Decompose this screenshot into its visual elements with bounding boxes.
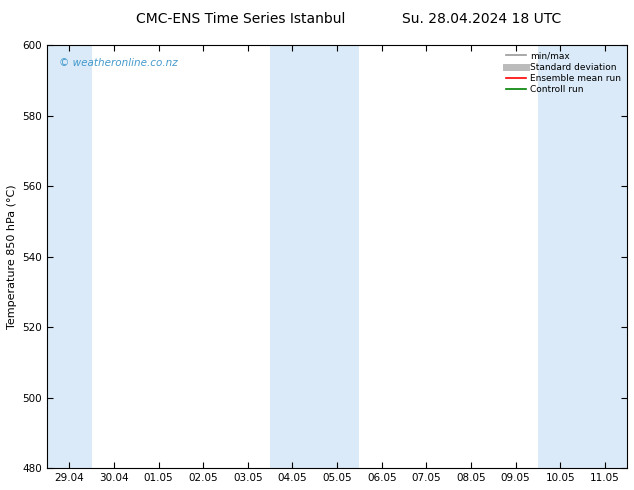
- Bar: [270, 45, 359, 468]
- Text: CMC-ENS Time Series Istanbul: CMC-ENS Time Series Istanbul: [136, 12, 346, 26]
- Legend: min/max, Standard deviation, Ensemble mean run, Controll run: min/max, Standard deviation, Ensemble me…: [503, 48, 624, 98]
- Bar: [47, 45, 92, 468]
- Text: Su. 28.04.2024 18 UTC: Su. 28.04.2024 18 UTC: [402, 12, 562, 26]
- Text: © weatheronline.co.nz: © weatheronline.co.nz: [59, 58, 178, 68]
- Y-axis label: Temperature 850 hPa (°C): Temperature 850 hPa (°C): [7, 184, 17, 329]
- Bar: [538, 45, 627, 468]
